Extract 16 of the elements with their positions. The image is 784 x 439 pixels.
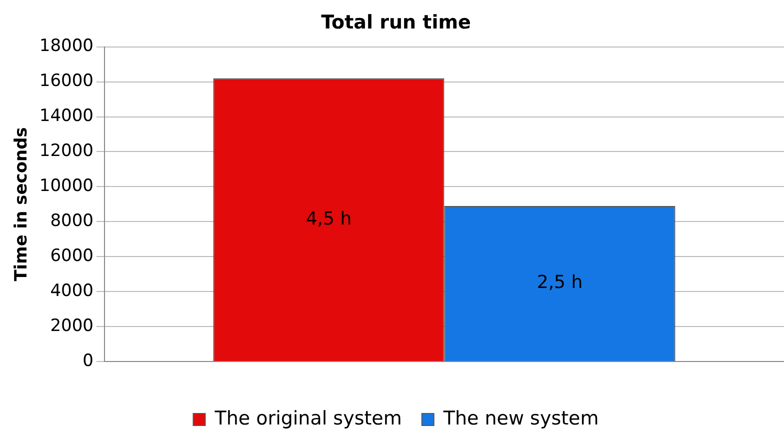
y-axis-title: Time in seconds [12, 127, 32, 282]
annotation: 2,5 h [536, 272, 583, 294]
y-tick-label: 0 [82, 351, 94, 372]
y-tick-label: 16000 [39, 71, 94, 92]
y-tick-label: 12000 [39, 141, 94, 162]
y-tick-label: 4000 [50, 281, 94, 302]
y-tick-label: 14000 [39, 106, 94, 126]
chart-title: Total run time [321, 11, 471, 34]
annotation: 4,5 h [306, 208, 352, 230]
y-tick-label: 10000 [39, 176, 94, 196]
legend-label: The new system [442, 407, 599, 430]
y-tick-label: 6000 [50, 246, 94, 266]
y-tick-label: 8000 [50, 211, 94, 232]
legend-label: The original system [214, 407, 402, 430]
y-tick-label: 2000 [50, 316, 94, 336]
y-tick-label: 18000 [39, 36, 94, 56]
